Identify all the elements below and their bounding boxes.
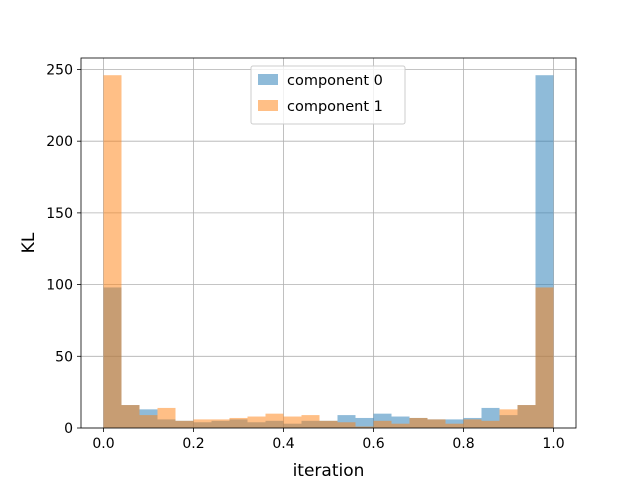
x-tick-label: 0.4 [272, 436, 294, 452]
legend-label-component-1: component 1 [287, 99, 383, 115]
bar-series-1 [193, 419, 212, 428]
bar-series-1 [535, 287, 554, 428]
legend-swatch-component-1 [258, 100, 278, 111]
plot-frame [80, 57, 577, 429]
bar-series-1 [463, 419, 482, 428]
bar-series-1 [355, 426, 374, 428]
bar-series-0 [391, 416, 410, 428]
y-tick-label: 250 [46, 62, 73, 78]
x-tick-label: 0.8 [452, 436, 474, 452]
y-axis-label: KL [19, 232, 39, 253]
bar-series-1 [499, 409, 518, 428]
bar-series-1 [481, 420, 500, 428]
bar-series-1 [139, 415, 158, 428]
x-axis-ticks: 0.0 0.2 0.4 0.6 0.8 1.0 [92, 428, 565, 452]
y-axis-ticks: 0 50 100 150 200 250 [46, 62, 81, 437]
bar-series-1 [175, 420, 194, 428]
bar-series-1 [517, 405, 536, 428]
bar-series-1 [337, 422, 356, 428]
y-tick-label: 0 [64, 421, 73, 437]
bar-series-1 [409, 417, 428, 428]
x-axis-label: iteration [293, 461, 365, 480]
y-tick-label: 200 [46, 134, 73, 150]
legend-swatch-component-0 [258, 74, 278, 85]
bar-series-1 [373, 420, 392, 428]
bar-series-1 [283, 416, 302, 428]
bar-series-1 [157, 407, 176, 428]
bar-series-1 [319, 420, 338, 428]
x-tick-label: 0.2 [182, 436, 204, 452]
bar-series-0 [355, 417, 374, 428]
y-tick-label: 50 [55, 349, 73, 365]
bar-series-1 [211, 419, 230, 428]
legend: component 0 component 1 [250, 65, 406, 125]
x-tick-label: 1.0 [542, 436, 564, 452]
bar-series-1 [103, 75, 122, 429]
legend-box [250, 65, 406, 125]
bar-series-1 [247, 416, 266, 428]
bar-series-1 [427, 419, 446, 428]
legend-label-component-0: component 0 [287, 73, 383, 89]
bar-series-1 [265, 413, 284, 428]
bar-series-1 [229, 417, 248, 428]
bars [103, 75, 554, 429]
y-tick-label: 100 [46, 278, 73, 294]
bar-series-1 [301, 415, 320, 428]
y-tick-label: 150 [46, 206, 73, 222]
bar-series-1 [445, 423, 464, 428]
bar-series-1 [391, 423, 410, 428]
x-tick-label: 0.0 [92, 436, 114, 452]
bar-series-1 [121, 405, 140, 428]
x-tick-label: 0.6 [362, 436, 384, 452]
